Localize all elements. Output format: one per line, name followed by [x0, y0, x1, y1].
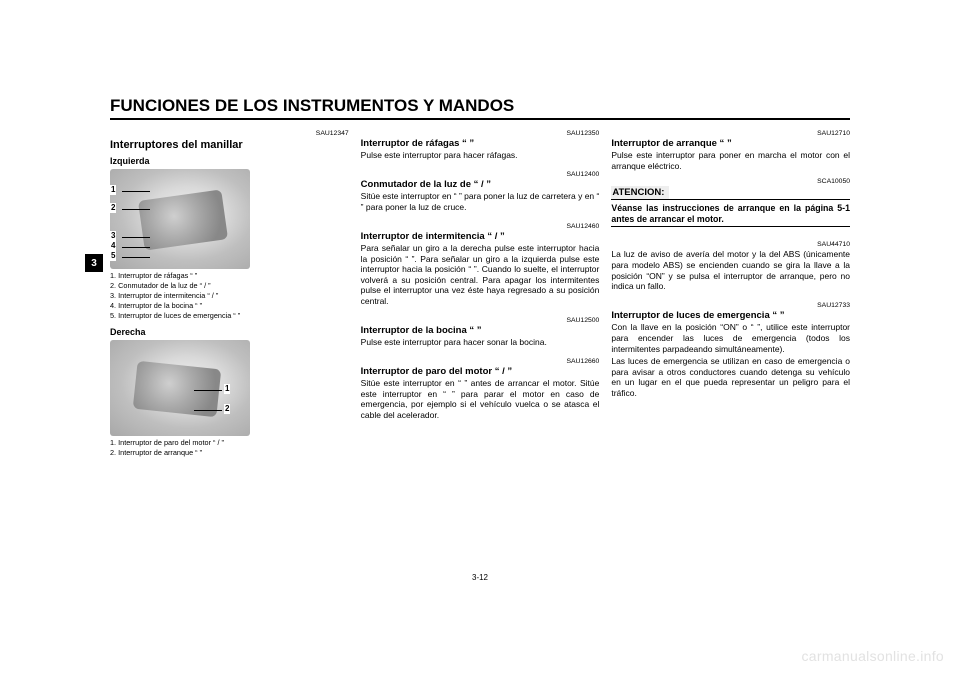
callout: 1: [110, 185, 116, 195]
manual-page: 3 FUNCIONES DE LOS INSTRUMENTOS Y MANDOS…: [0, 0, 960, 678]
ref-code: SAU12733: [611, 302, 850, 310]
section-title: Interruptor de ráfagas “ ”: [361, 138, 600, 150]
column-2: SAU12350 Interruptor de ráfagas “ ” Puls…: [361, 130, 600, 464]
figure-right-handlebar: 1 2: [110, 340, 250, 436]
callout: 2: [224, 404, 230, 414]
body-text: Pulse este interruptor para hacer sonar …: [361, 337, 600, 348]
section-title: Interruptores del manillar: [110, 139, 349, 153]
section-title: Interruptor de intermitencia “ / ”: [361, 231, 600, 243]
columns: SAU12347 Interruptores del manillar Izqu…: [110, 130, 850, 464]
leader-line: [122, 191, 150, 192]
ref-code: SAU12400: [361, 171, 600, 179]
ref-code: SAU12710: [611, 130, 850, 138]
figure-caption-list: 1. Interruptor de paro del motor “ / ” 2…: [110, 438, 349, 458]
caption-item: 3. Interruptor de intermitencia “ / ”: [110, 291, 349, 301]
body-text: Con la llave en la posición “ON” o “ ”, …: [611, 322, 850, 354]
section-title: Interruptor de luces de emergencia “ ”: [611, 310, 850, 322]
section-title: Interruptor de arranque “ ”: [611, 138, 850, 150]
leader-line: [194, 390, 222, 391]
chapter-tab: 3: [85, 254, 103, 272]
body-text: Pulse este interruptor para poner en mar…: [611, 150, 850, 171]
caption-item: 1. Interruptor de paro del motor “ / ”: [110, 438, 349, 448]
photo-grip: [133, 361, 222, 418]
section-title: Interruptor de paro del motor “ / ”: [361, 366, 600, 378]
section-title: Conmutador de la luz de “ / ”: [361, 179, 600, 191]
body-text: Las luces de emergencia se utilizan en c…: [611, 356, 850, 399]
caution-box: ATENCION: Véanse las instrucciones de ar…: [611, 186, 850, 227]
page-title: FUNCIONES DE LOS INSTRUMENTOS Y MANDOS: [110, 96, 850, 120]
body-text: Pulse este interruptor para hacer ráfaga…: [361, 150, 600, 161]
column-1: SAU12347 Interruptores del manillar Izqu…: [110, 130, 349, 464]
watermark: carmanualsonline.info: [802, 648, 945, 664]
callout: 4: [110, 241, 116, 251]
figure-left-handlebar: 1 2 3 4 5: [110, 169, 250, 269]
body-text: Para señalar un giro a la derecha pulse …: [361, 243, 600, 307]
body-text: Sitúe este interruptor en “ ” para poner…: [361, 191, 600, 212]
callout: 5: [110, 251, 116, 261]
caption-item: 1. Interruptor de ráfagas “ ”: [110, 271, 349, 281]
section-title: Interruptor de la bocina “ ”: [361, 325, 600, 337]
subheading-left: Izquierda: [110, 156, 349, 167]
caption-item: 4. Interruptor de la bocina “ ”: [110, 301, 349, 311]
ref-code: SAU12660: [361, 358, 600, 366]
caption-item: 5. Interruptor de luces de emergencia “ …: [110, 311, 349, 321]
column-3: SAU12710 Interruptor de arranque “ ” Pul…: [611, 130, 850, 464]
ref-code: SAU12347: [110, 130, 349, 138]
callout: 3: [110, 231, 116, 241]
callout: 2: [110, 203, 116, 213]
body-text: Sitúe este interruptor en “ ” antes de a…: [361, 378, 600, 421]
ref-code: SAU12350: [361, 130, 600, 138]
subheading-right: Derecha: [110, 327, 349, 338]
ref-code: SCA10050: [611, 178, 850, 186]
divider: [611, 226, 850, 227]
figure-caption-list: 1. Interruptor de ráfagas “ ” 2. Conmuta…: [110, 271, 349, 320]
leader-line: [122, 237, 150, 238]
body-text: La luz de aviso de avería del motor y la…: [611, 249, 850, 292]
caution-label: ATENCION:: [611, 186, 669, 200]
caption-item: 2. Conmutador de la luz de “ / ”: [110, 281, 349, 291]
callout: 1: [224, 384, 230, 394]
caution-text: Véanse las instrucciones de arranque en …: [611, 203, 850, 225]
page-number: 3-12: [472, 573, 488, 582]
ref-code: SAU12460: [361, 223, 600, 231]
caption-item: 2. Interruptor de arranque “ ”: [110, 448, 349, 458]
content-area: FUNCIONES DE LOS INSTRUMENTOS Y MANDOS S…: [110, 96, 850, 586]
leader-line: [122, 247, 150, 248]
ref-code: SAU44710: [611, 241, 850, 249]
leader-line: [194, 410, 222, 411]
leader-line: [122, 209, 150, 210]
ref-code: SAU12500: [361, 317, 600, 325]
leader-line: [122, 257, 150, 258]
